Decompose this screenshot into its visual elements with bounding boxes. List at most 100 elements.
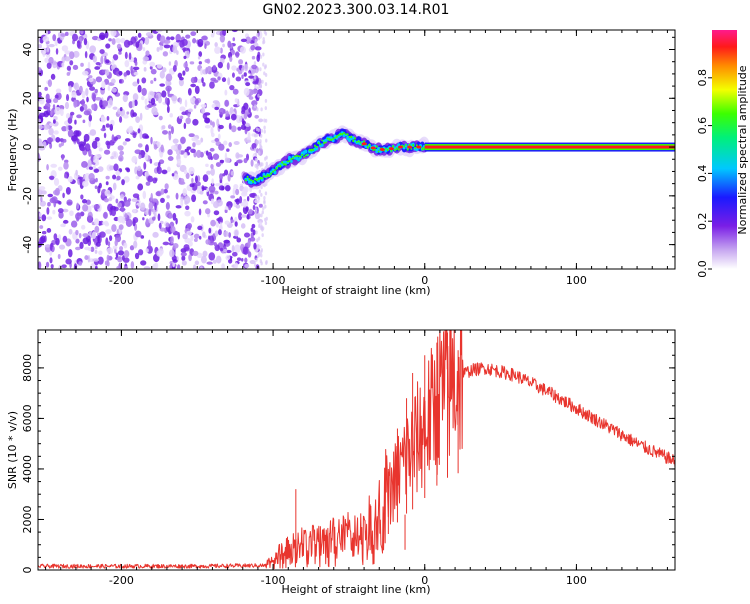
- noise-speck: [159, 70, 165, 79]
- noise-speck: [116, 265, 121, 269]
- snr-xlabel: Height of straight line (km): [281, 583, 430, 596]
- noise-speck: [116, 43, 122, 50]
- noise-speck: [259, 161, 263, 166]
- spectrogram-xlabel: Height of straight line (km): [281, 284, 430, 297]
- trace-blob: [284, 163, 287, 166]
- noise-speck: [40, 196, 43, 203]
- noise-speck: [150, 192, 153, 202]
- noise-speck: [61, 154, 64, 161]
- trace-blob: [280, 162, 284, 167]
- noise-speck: [199, 190, 204, 195]
- noise-speck: [110, 30, 117, 37]
- noise-speck: [158, 115, 163, 121]
- noise-speck: [54, 94, 59, 99]
- trace-blob: [351, 136, 355, 140]
- noise-speck: [83, 37, 88, 46]
- noise-speck: [255, 230, 258, 235]
- noise-speck: [192, 38, 197, 44]
- noise-speck: [244, 127, 248, 135]
- noise-speck: [177, 143, 182, 151]
- noise-speck: [258, 224, 261, 229]
- trace-blob: [313, 144, 316, 147]
- noise-speck: [168, 132, 172, 141]
- noise-speck: [197, 38, 204, 47]
- noise-speck: [55, 88, 62, 94]
- noise-speck: [208, 252, 216, 261]
- noise-speck: [260, 192, 263, 197]
- noise-speck: [172, 64, 177, 72]
- trace-blob: [355, 141, 358, 143]
- noise-speck: [200, 68, 204, 76]
- trace-blob: [255, 178, 258, 182]
- noise-speck: [200, 104, 207, 108]
- noise-speck: [152, 216, 156, 221]
- y-tick-label: 2000: [21, 505, 34, 533]
- noise-speck: [101, 100, 109, 107]
- noise-speck: [86, 215, 93, 223]
- noise-speck: [166, 195, 170, 199]
- trace-blob: [246, 175, 249, 179]
- noise-speck: [225, 110, 229, 118]
- noise-speck: [263, 65, 267, 70]
- noise-speck: [104, 30, 109, 39]
- trace-hotspot: [379, 148, 385, 151]
- noise-speck: [136, 78, 140, 85]
- noise-speck: [46, 216, 53, 220]
- noise-speck: [156, 166, 160, 172]
- noise-speck: [111, 209, 117, 217]
- noise-speck: [111, 58, 115, 66]
- noise-speck: [112, 182, 117, 191]
- snr-line: [38, 330, 675, 570]
- noise-speck: [137, 32, 142, 38]
- noise-speck: [210, 219, 216, 227]
- noise-speck: [150, 136, 153, 145]
- trace-blob: [286, 160, 289, 163]
- noise-speck: [67, 249, 73, 258]
- trace-blob: [366, 145, 369, 149]
- noise-speck: [144, 153, 149, 161]
- noise-speck: [163, 188, 168, 194]
- noise-speck: [113, 136, 119, 141]
- noise-speck: [96, 141, 101, 148]
- noise-speck: [50, 264, 54, 269]
- spectrogram-content: [38, 30, 675, 269]
- noise-speck: [170, 36, 175, 41]
- noise-speck: [94, 265, 98, 269]
- noise-speck: [50, 73, 56, 80]
- noise-speck: [260, 261, 263, 266]
- noise-speck: [53, 233, 58, 241]
- noise-speck: [114, 239, 118, 247]
- noise-speck: [97, 234, 100, 244]
- noise-speck: [161, 169, 168, 175]
- noise-speck: [185, 205, 190, 210]
- trace-blob: [375, 145, 378, 148]
- noise-speck: [211, 178, 214, 185]
- noise-speck: [172, 243, 179, 249]
- trace-blob: [341, 132, 344, 136]
- noise-speck: [41, 214, 47, 222]
- noise-speck: [206, 66, 213, 75]
- x-tick-label: 0: [421, 274, 428, 287]
- noise-speck: [112, 106, 118, 110]
- noise-speck: [228, 142, 232, 148]
- trace-blob: [253, 181, 257, 185]
- noise-speck: [157, 213, 161, 222]
- noise-speck: [132, 112, 138, 117]
- noise-speck: [120, 206, 125, 213]
- noise-speck: [236, 237, 242, 243]
- snr-content: [38, 330, 675, 570]
- noise-speck: [227, 40, 232, 48]
- noise-speck: [79, 241, 84, 250]
- trace-blob: [402, 146, 406, 150]
- noise-speck: [49, 142, 53, 149]
- noise-speck: [238, 212, 243, 221]
- noise-speck: [104, 260, 109, 266]
- noise-speck: [264, 191, 268, 196]
- noise-speck: [221, 186, 225, 191]
- noise-speck: [103, 132, 107, 139]
- noise-speck: [255, 248, 258, 253]
- noise-speck: [48, 127, 54, 136]
- noise-speck: [187, 108, 193, 113]
- noise-speck: [255, 127, 259, 132]
